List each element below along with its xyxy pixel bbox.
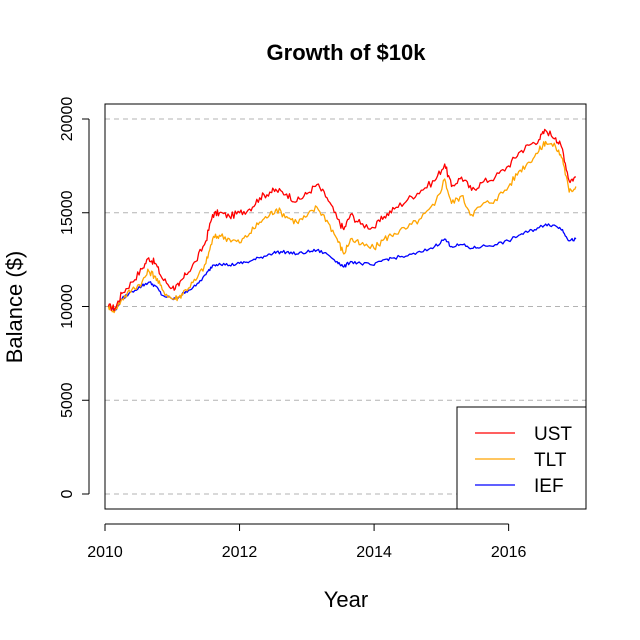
series-layer [107, 128, 577, 314]
x-tick-label: 2016 [491, 544, 527, 561]
legend-label-ief: IEF [534, 476, 564, 497]
y-tick-label: 20000 [59, 97, 76, 142]
legend-label-tlt: TLT [534, 450, 567, 471]
x-axis-label: Year [324, 587, 368, 612]
series-line-ief [107, 223, 577, 312]
y-tick-label: 5000 [59, 382, 76, 418]
x-tick-label: 2014 [356, 544, 392, 561]
series-line-tlt [107, 140, 577, 314]
y-tick-label: 0 [59, 489, 76, 498]
x-tick-label: 2010 [87, 544, 123, 561]
y-axis: 0 5000 10000 15000 20000 [59, 97, 90, 498]
series-line-ust [107, 128, 577, 312]
y-tick-label: 10000 [59, 284, 76, 329]
legend-box [456, 406, 587, 510]
x-axis: 2010 2012 2014 2016 [87, 523, 527, 561]
legend-label-ust: UST [534, 424, 572, 445]
plot-frame [104, 103, 587, 510]
y-tick-label: 15000 [59, 190, 76, 235]
legend: UST TLT IEF [456, 406, 587, 510]
x-tick-label: 2012 [222, 544, 258, 561]
y-axis-label: Balance ($) [2, 251, 27, 364]
chart-title: Growth of $10k [267, 40, 427, 65]
